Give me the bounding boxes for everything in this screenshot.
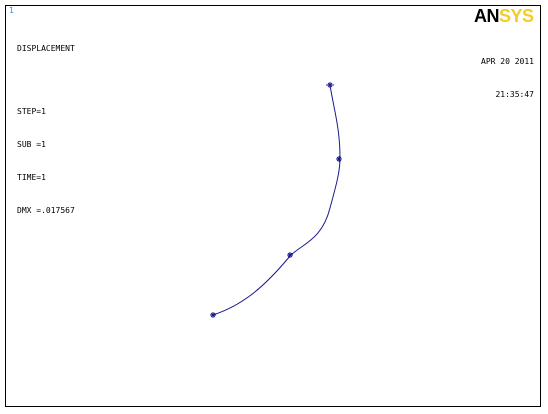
logo-part-an: AN: [474, 6, 500, 26]
node-marker: [210, 312, 216, 318]
logo-part-sys: SYS: [499, 6, 534, 26]
timestamp-time: 21:35:47: [495, 90, 534, 99]
node-marker: [336, 156, 342, 162]
node-markers: [210, 82, 342, 318]
ansys-logo: ANSYS: [474, 7, 534, 25]
dmx-label: DMX =.017567: [17, 206, 75, 215]
graphics-window[interactable]: [5, 5, 541, 407]
result-info: DISPLACEMENT STEP=1 SUB =1 TIME=1 DMX =.…: [17, 21, 75, 227]
node-marker: [326, 82, 334, 88]
timestamp-date: APR 20 2011: [481, 57, 534, 66]
deformed-shape-curve: [212, 84, 341, 316]
node-marker: [287, 252, 293, 258]
timestamp: APR 20 2011 21:35:47: [481, 34, 534, 111]
time-label: TIME=1: [17, 173, 46, 182]
step-label: STEP=1: [17, 107, 46, 116]
window-number: 1: [9, 6, 15, 15]
result-title: DISPLACEMENT: [17, 44, 75, 53]
sub-label: SUB =1: [17, 140, 46, 149]
